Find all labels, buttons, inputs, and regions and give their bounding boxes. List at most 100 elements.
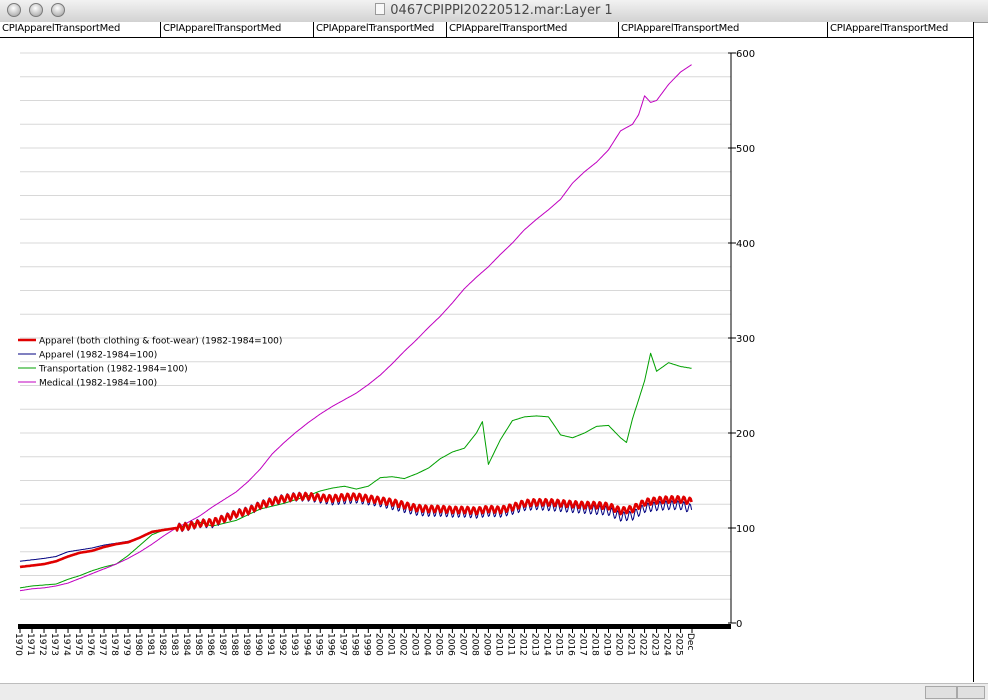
x-tick-label: 2025 [674,633,684,656]
x-tick-label: 1988 [229,633,239,656]
window-bottom-bar [0,683,988,700]
legend-label: Apparel (1982-1984=100) [39,351,157,361]
x-tick-label: 1990 [253,633,263,656]
series-line [19,491,693,569]
window-title-wrap: 0467CPIPPI20220512.mar:Layer 1 [0,3,988,18]
x-tick-label: 1981 [145,633,155,656]
legend-label: Apparel (both clothing & foot-wear) (198… [39,337,282,347]
legend: Apparel (both clothing & foot-wear) (198… [18,337,282,389]
x-tick-label: 1992 [277,633,287,656]
series-line [19,64,692,592]
x-tick-label: 2018 [590,633,600,656]
x-tick-label: 1994 [301,633,311,656]
legend-label: Transportation (1982-1984=100) [38,365,188,375]
x-tick-label: 2004 [421,633,431,656]
y-tick-label: 500 [736,144,755,155]
layer-tab-4[interactable]: CPIApparelTransportMed [449,23,568,34]
x-tick-label: 1977 [97,633,107,656]
y-tick-label: 100 [736,524,755,535]
horizontal-scroll-control[interactable] [925,686,957,699]
x-tick-label: 2021 [626,633,636,656]
series-lines [19,64,693,592]
y-tick-label: 300 [736,334,755,345]
x-tick-label: 2014 [541,633,551,656]
y-axis: 0 100 200 300 400 500 600 [728,49,755,630]
x-tick-label: 2019 [602,633,612,656]
x-tick-label: 1987 [217,633,227,656]
x-tick-label: 1993 [289,633,299,656]
x-tick-label: 1974 [61,633,71,656]
layer-tab-6[interactable]: CPIApparelTransportMed [830,23,949,34]
layer-tab-1[interactable]: CPIApparelTransportMed [2,23,121,34]
tab-divider [313,22,314,37]
x-tick-label: 1970 [13,633,23,656]
x-tick-label: 2007 [457,633,467,656]
x-tick-label: 2009 [481,633,491,656]
x-axis-bar [18,624,731,629]
layer-tab-3[interactable]: CPIApparelTransportMed [316,23,435,34]
x-tick-label: 1985 [193,633,203,656]
zoom-window-button[interactable] [51,3,65,17]
x-tick-label: 2024 [662,633,672,656]
x-tick-label: 2023 [650,633,660,656]
x-tick-label: 2013 [529,633,539,656]
x-tick-label: 1982 [157,633,167,656]
series-line [19,491,693,562]
x-tick-label: 1975 [73,633,83,656]
grid-lines [20,52,731,600]
x-tick-label: 2003 [409,633,419,656]
x-tick-label: 2012 [517,633,527,656]
x-tick-label: 2016 [565,633,575,656]
x-tick-label: 2011 [505,633,515,656]
x-tick-label: 1980 [133,633,143,656]
x-tick-label: 2022 [638,633,648,656]
x-tick-label: 1989 [241,633,251,656]
y-tick-label: 0 [736,619,742,630]
x-tick-label: 1986 [205,633,215,656]
window-titlebar: 0467CPIPPI20220512.mar:Layer 1 [0,0,988,23]
x-tick-label: 2006 [445,633,455,656]
window-title: 0467CPIPPI20220512.mar:Layer 1 [390,3,613,18]
tab-divider [446,22,447,37]
layer-tab-bar: CPIApparelTransportMed CPIApparelTranspo… [0,22,973,38]
x-tick-label: 2005 [433,633,443,656]
x-tick-label: 2010 [493,633,503,656]
x-tick-label: 1996 [325,633,335,656]
minimize-window-button[interactable] [29,3,43,17]
x-tick-label: 1997 [337,633,347,656]
x-tick-label: 1995 [313,633,323,656]
x-tick-label: 1972 [37,633,47,656]
x-tick-label: 1984 [181,633,191,656]
x-tick-label: 1971 [25,633,35,656]
x-tick-label: 1978 [109,633,119,656]
series-line [19,352,692,589]
tab-divider [160,22,161,37]
x-tick-label: 2020 [614,633,624,656]
tab-divider [618,22,619,37]
resize-grip[interactable] [957,686,985,699]
x-tick-label: 1999 [361,633,371,656]
legend-label: Medical (1982-1984=100) [39,379,157,389]
x-tick-label: 2008 [469,633,479,656]
y-tick-label: 600 [736,49,755,60]
x-tick-label: 2017 [578,633,588,656]
x-tick-label: 1998 [349,633,359,656]
x-tick-label: 2015 [553,633,563,656]
x-tick-label: Dec [685,633,695,650]
x-tick-label: 2000 [373,633,383,656]
x-tick-label: 1991 [265,633,275,656]
x-tick-label: 1983 [169,633,179,656]
y-tick-label: 200 [736,429,755,440]
x-axis: 1970 1971 1972 1973 1974 1975 1976 1977 1978 1979… [13,624,731,656]
close-window-button[interactable] [7,3,21,17]
document-icon [375,3,386,15]
layer-tab-2[interactable]: CPIApparelTransportMed [163,23,282,34]
x-tick-label: 1979 [121,633,131,656]
layer-tab-5[interactable]: CPIApparelTransportMed [621,23,740,34]
x-tick-label: 1973 [49,633,59,656]
x-tick-label: 2002 [397,633,407,656]
y-tick-label: 400 [736,239,755,250]
x-tick-label: 1976 [85,633,95,656]
tab-divider [827,22,828,37]
